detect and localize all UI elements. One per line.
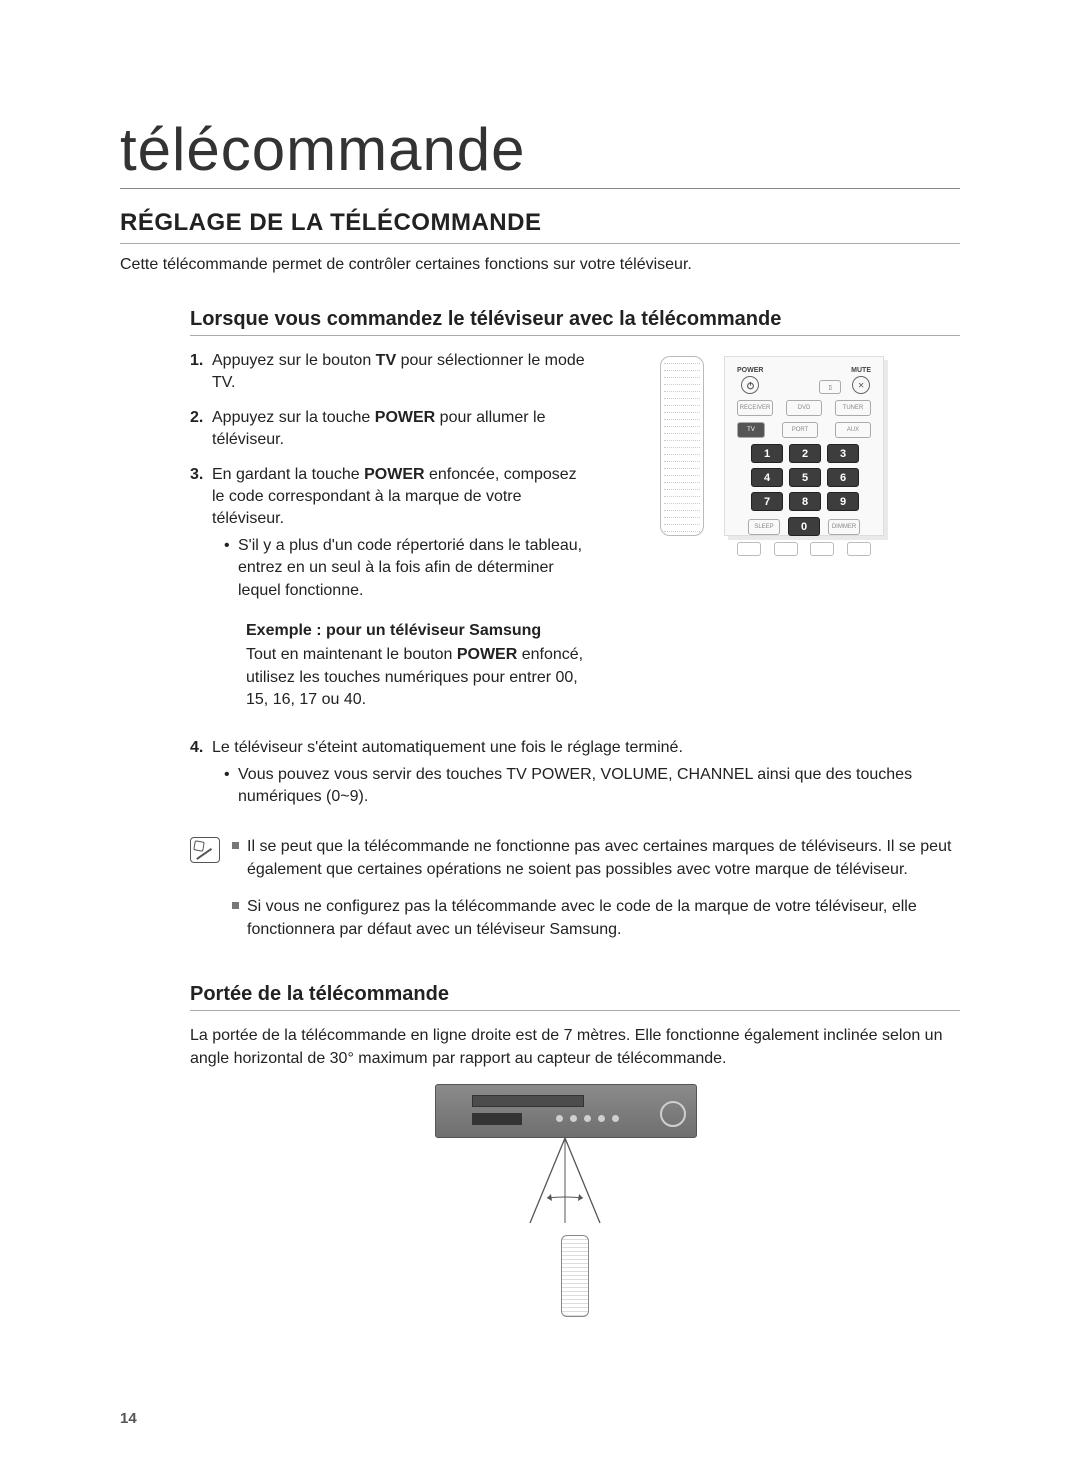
player-buttons [556,1115,619,1122]
note-text: Si vous ne configurez pas la télécommand… [247,895,960,941]
player-dial [660,1101,686,1127]
note-text: Il se peut que la télécommande ne foncti… [247,835,960,881]
dvd-button: DVD [786,400,822,416]
step-text: Le téléviseur s'éteint automatiquement u… [212,737,960,808]
step-text-pre: En gardant la touche [212,466,364,483]
subsection-rule [190,1010,960,1011]
remote-small-btn: ▯ [819,380,841,394]
remote-small-icon [561,1235,589,1317]
step-text: Appuyez sur la touche POWER pour allumer… [212,407,592,452]
step-text: En gardant la touche POWER enfoncée, com… [212,464,592,712]
remote-zero-row: SLEEP 0 DIMMER [737,517,871,536]
range-text: La portée de la télécommande en ligne dr… [190,1025,960,1070]
key-5: 5 [789,468,821,487]
ir-cone-icon [435,1138,695,1228]
step-3-bullet: • S'il y a plus d'un code répertorié dan… [224,535,592,602]
example-text-pre: Tout en maintenant le bouton [246,646,457,663]
step-number: 4. [190,737,212,808]
key-4: 4 [751,468,783,487]
remote-keypad: 1 2 3 4 5 6 7 8 9 [737,444,871,511]
chapter-title: télécommande [120,115,960,184]
subsection-control-tv: Lorsque vous commandez le téléviseur ave… [190,308,960,1317]
aux-button: AUX [835,422,871,438]
transport-play-icon [810,542,834,556]
key-9: 9 [827,492,859,511]
bullet-dot: • [224,764,238,809]
note-block: Il se peut que la télécommande ne foncti… [190,835,960,956]
step-text-bold: POWER [364,466,424,483]
subsection-rule [190,335,960,336]
transport-stop-icon [774,542,798,556]
step-text-bold: TV [376,352,396,369]
range-diagram [435,1084,715,1317]
step-number: 3. [190,464,212,712]
title-rule [120,188,960,189]
remote-transport-row [737,542,871,556]
note-icon [190,837,220,863]
manual-page: télécommande RÉGLAGE DE LA TÉLÉCOMMANDE … [0,0,1080,1475]
port-button: PORT [782,422,818,438]
transport-next-icon [847,542,871,556]
steps-column: 1. Appuyez sur le bouton TV pour sélecti… [190,350,642,715]
key-3: 3 [827,444,859,463]
player-tray [472,1095,584,1107]
key-8: 8 [789,492,821,511]
player-unit-icon [435,1084,697,1138]
mute-button-icon: ✕ [852,376,870,394]
note-bullet-icon [232,842,239,849]
bullet-text: Vous pouvez vous servir des touches TV P… [238,764,960,809]
key-1: 1 [751,444,783,463]
sleep-button: SLEEP [748,519,780,535]
step-text: Appuyez sur le bouton TV pour sélectionn… [212,350,592,395]
steps-and-remote: 1. Appuyez sur le bouton TV pour sélecti… [190,350,960,715]
note-bullet-icon [232,902,239,909]
transport-prev-icon [737,542,761,556]
step-4: 4. Le téléviseur s'éteint automatiquemen… [190,737,960,808]
remote-full-outline-icon [660,356,704,536]
step-4-text: Le téléviseur s'éteint automatiquement u… [212,739,683,756]
section-rule [120,243,960,244]
tv-button: TV [737,422,765,438]
section-title: RÉGLAGE DE LA TÉLÉCOMMANDE [120,209,960,237]
bullet-text: S'il y a plus d'un code répertorié dans … [238,535,592,602]
remote-top-row: POWER ▯ MUTE ✕ [737,367,871,394]
step-number: 2. [190,407,212,452]
note-list: Il se peut que la télécommande ne foncti… [232,835,960,956]
step-1: 1. Appuyez sur le bouton TV pour sélecti… [190,350,642,395]
power-label: POWER [737,367,763,374]
key-6: 6 [827,468,859,487]
key-7: 7 [751,492,783,511]
example-title: Exemple : pour un téléviseur Samsung [246,620,592,642]
example-block: Exemple : pour un téléviseur Samsung Tou… [246,620,592,712]
example-text-bold: POWER [457,646,517,663]
note-item: Il se peut que la télécommande ne foncti… [232,835,960,881]
step-2: 2. Appuyez sur la touche POWER pour allu… [190,407,642,452]
intro-text: Cette télécommande permet de contrôler c… [120,256,960,274]
page-number: 14 [120,1410,137,1427]
bullet-dot: • [224,535,238,602]
subsection-title: Lorsque vous commandez le téléviseur ave… [190,308,960,331]
subsection-title-range: Portée de la télécommande [190,983,960,1006]
receiver-button: RECEIVER [737,400,773,416]
key-0: 0 [788,517,820,536]
step-number: 1. [190,350,212,395]
note-item: Si vous ne configurez pas la télécommand… [232,895,960,941]
remote-illustrations: POWER ▯ MUTE ✕ [660,350,960,715]
step-text-bold: POWER [375,409,435,426]
step-text-pre: Appuyez sur le bouton [212,352,376,369]
tuner-button: TUNER [835,400,871,416]
remote-keypad-panel: POWER ▯ MUTE ✕ [724,356,884,536]
dimmer-button: DIMMER [828,519,860,535]
mute-label: MUTE [851,367,871,374]
remote-mode-row-1: RECEIVER DVD TUNER [737,400,871,416]
step-4-bullet: • Vous pouvez vous servir des touches TV… [224,764,960,809]
step-3: 3. En gardant la touche POWER enfoncée, … [190,464,642,712]
power-button-icon [741,376,759,394]
key-2: 2 [789,444,821,463]
remote-mode-row-2: TV PORT AUX [737,422,871,438]
step-text-pre: Appuyez sur la touche [212,409,375,426]
player-display [472,1113,522,1125]
